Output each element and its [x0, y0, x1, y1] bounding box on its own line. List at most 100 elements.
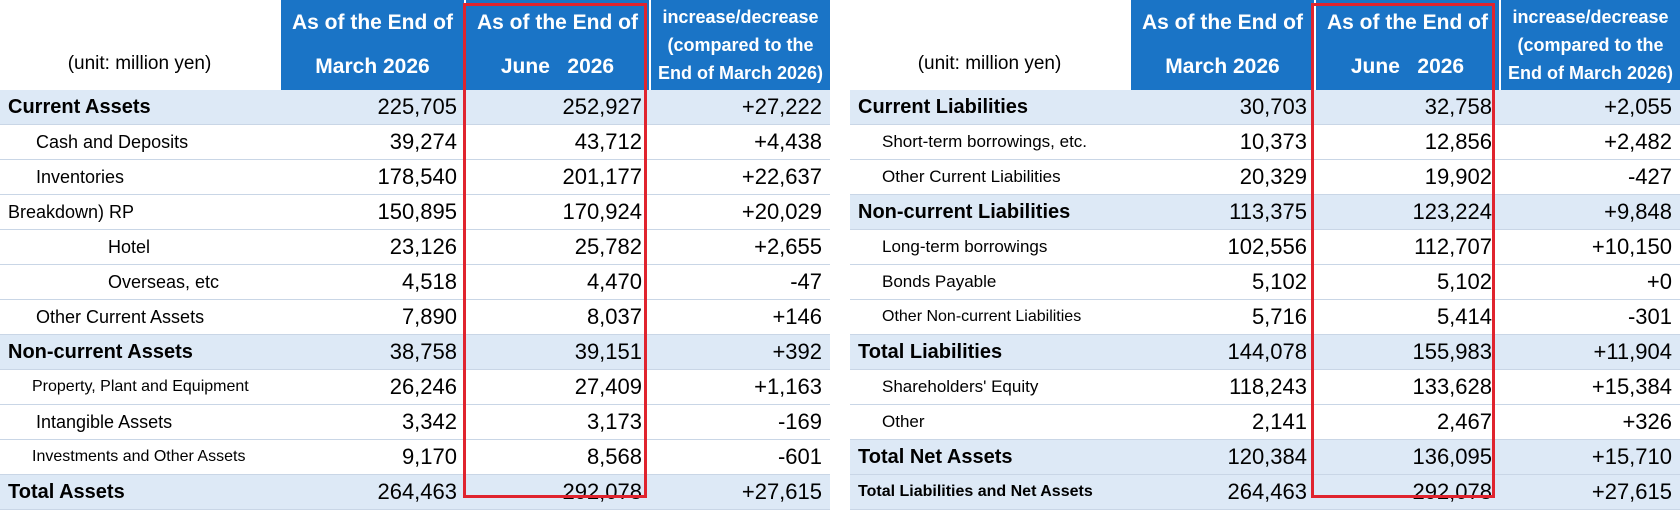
col-june-line1: As of the End of: [1327, 11, 1488, 34]
table-row: Other 2,141 2,467 +326: [850, 404, 1680, 440]
row-label: Total Liabilities: [850, 334, 1130, 370]
row-label: Short-term borrowings, etc.: [850, 124, 1130, 160]
table-row: Property, Plant and Equipment 26,246 27,…: [0, 369, 830, 405]
june-value: 8,568: [465, 439, 650, 475]
table-row: Overseas, etc 4,518 4,470 -47: [0, 264, 830, 300]
june-value: 27,409: [465, 369, 650, 405]
row-label: Cash and Deposits: [0, 124, 280, 160]
change-value: +15,710: [1500, 439, 1680, 475]
june-value: 136,095: [1315, 439, 1500, 475]
table-row: Bonds Payable 5,102 5,102 +0: [850, 264, 1680, 300]
row-label: Other Non-current Liabilities: [850, 299, 1130, 335]
june-value: 170,924: [465, 194, 650, 230]
col-march-line2: March 2026: [1165, 55, 1280, 78]
march-value: 120,384: [1130, 439, 1315, 475]
col-change-line3: End of March 2026): [657, 63, 824, 83]
march-value: 118,243: [1130, 369, 1315, 405]
june-value: 292,078: [1315, 474, 1500, 510]
june-value: 5,102: [1315, 264, 1500, 300]
col-change-header: increase/decrease (compared to the End o…: [1499, 0, 1680, 90]
june-value: 5,414: [1315, 299, 1500, 335]
table-row: Intangible Assets 3,342 3,173 -169: [0, 404, 830, 440]
change-value: +4,438: [650, 124, 830, 160]
col-june-header: As of the End of June 2026: [464, 0, 650, 90]
change-value: +2,482: [1500, 124, 1680, 160]
row-label: Other Current Assets: [0, 299, 280, 335]
march-value: 113,375: [1130, 194, 1315, 230]
june-value: 4,470: [465, 264, 650, 300]
table-row: Current Assets 225,705 252,927 +27,222: [0, 90, 830, 125]
change-value: +326: [1500, 404, 1680, 440]
table-row: Cash and Deposits 39,274 43,712 +4,438: [0, 124, 830, 160]
table-row: Non-current Liabilities 113,375 123,224 …: [850, 194, 1680, 230]
row-label: Long-term borrowings: [850, 229, 1130, 265]
row-label: Other Current Liabilities: [850, 159, 1130, 195]
table-row: Other Current Assets 7,890 8,037 +146: [0, 299, 830, 335]
march-value: 30,703: [1130, 90, 1315, 125]
change-value: +11,904: [1500, 334, 1680, 370]
liabilities-header-row: (unit: million yen) As of the End of Mar…: [850, 0, 1680, 90]
row-label: Bonds Payable: [850, 264, 1130, 300]
march-value: 39,274: [280, 124, 465, 160]
change-value: -47: [650, 264, 830, 300]
assets-header-row: (unit: million yen) As of the End of Mar…: [0, 0, 830, 90]
march-value: 38,758: [280, 334, 465, 370]
table-row: Other Non-current Liabilities 5,716 5,41…: [850, 299, 1680, 335]
row-label: Non-current Assets: [0, 334, 280, 370]
assets-table: (unit: million yen) As of the End of Mar…: [0, 0, 830, 510]
col-change-line2: (compared to the: [1517, 35, 1664, 55]
march-value: 144,078: [1130, 334, 1315, 370]
col-march-line1: As of the End of: [292, 11, 453, 34]
change-value: -301: [1500, 299, 1680, 335]
march-value: 4,518: [280, 264, 465, 300]
row-label: Total Liabilities and Net Assets: [850, 474, 1130, 510]
march-value: 26,246: [280, 369, 465, 405]
change-value: -601: [650, 439, 830, 475]
change-value: +2,655: [650, 229, 830, 265]
june-value: 252,927: [465, 90, 650, 125]
march-value: 150,895: [280, 194, 465, 230]
col-june-line2: June 2026: [500, 55, 615, 78]
col-march-line1: As of the End of: [1142, 11, 1303, 34]
march-value: 5,716: [1130, 299, 1315, 335]
row-label: Breakdown) RP: [0, 194, 280, 230]
june-value: 133,628: [1315, 369, 1500, 405]
table-row: Non-current Assets 38,758 39,151 +392: [0, 334, 830, 370]
table-row: Hotel 23,126 25,782 +2,655: [0, 229, 830, 265]
june-value: 25,782: [465, 229, 650, 265]
march-value: 3,342: [280, 404, 465, 440]
march-value: 102,556: [1130, 229, 1315, 265]
june-value: 8,037: [465, 299, 650, 335]
change-value: +0: [1500, 264, 1680, 300]
march-value: 264,463: [1130, 474, 1315, 510]
march-value: 23,126: [280, 229, 465, 265]
change-value: +10,150: [1500, 229, 1680, 265]
row-label: Intangible Assets: [0, 404, 280, 440]
unit-label: (unit: million yen): [0, 0, 280, 90]
row-label: Inventories: [0, 159, 280, 195]
row-label: Other: [850, 404, 1130, 440]
table-row: Total Liabilities and Net Assets 264,463…: [850, 474, 1680, 510]
change-value: +146: [650, 299, 830, 335]
march-value: 225,705: [280, 90, 465, 125]
change-value: +27,222: [650, 90, 830, 125]
col-march-header: As of the End of March 2026: [279, 0, 465, 90]
change-value: +27,615: [650, 474, 830, 510]
row-label: Shareholders' Equity: [850, 369, 1130, 405]
row-label: Investments and Other Assets: [0, 439, 280, 475]
change-value: -427: [1500, 159, 1680, 195]
table-row: Inventories 178,540 201,177 +22,637: [0, 159, 830, 195]
table-row: Shareholders' Equity 118,243 133,628 +15…: [850, 369, 1680, 405]
june-value: 2,467: [1315, 404, 1500, 440]
june-value: 12,856: [1315, 124, 1500, 160]
change-value: +20,029: [650, 194, 830, 230]
table-row: Investments and Other Assets 9,170 8,568…: [0, 439, 830, 475]
table-row: Total Assets 264,463 292,078 +27,615: [0, 474, 830, 510]
row-label: Hotel: [0, 229, 280, 265]
march-value: 2,141: [1130, 404, 1315, 440]
march-value: 264,463: [280, 474, 465, 510]
col-june-header: As of the End of June 2026: [1314, 0, 1500, 90]
col-change-line1: increase/decrease: [662, 7, 819, 27]
table-row: Current Liabilities 30,703 32,758 +2,055: [850, 90, 1680, 125]
june-value: 155,983: [1315, 334, 1500, 370]
